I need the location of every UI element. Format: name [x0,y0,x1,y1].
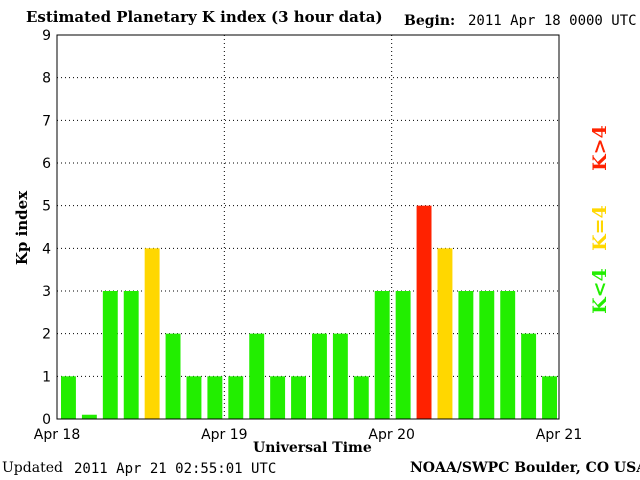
credit-line: NOAA/SWPC Boulder, CO USA [410,460,640,476]
kp-bar [353,376,369,419]
kp-bar [270,376,286,419]
kp-bar [395,291,411,419]
kp-bar [144,248,160,419]
kp-bar [61,376,76,419]
kp-bar [207,376,223,419]
grid-lines [57,35,559,419]
kp-bar [249,333,265,419]
kp-bar [458,291,474,419]
begin-value: 2011 Apr 18 0000 UTC [468,13,637,29]
y-tick-label: 2 [42,327,51,343]
kp-bar [165,333,181,419]
y-tick-label: 9 [42,28,51,44]
y-axis-label: Kp index [13,190,31,266]
y-tick-label: 4 [42,241,51,257]
x-axis-ticks: Apr 18 Apr 19 Apr 20 Apr 21 [34,427,582,443]
updated-label: Updated [2,460,63,476]
legend-k-equal-4: K=4 [589,205,611,251]
y-tick-label: 5 [42,199,51,215]
plot-frame [56,34,560,420]
kp-bar [332,333,348,419]
kp-bar [500,291,516,419]
kp-bar [312,333,327,419]
kp-bar [291,376,306,419]
y-tick-label: 6 [42,156,51,172]
kp-bars [61,205,557,419]
chart-title: Estimated Planetary K index (3 hour data… [26,8,383,26]
legend-k-above-4: K>4 [589,125,611,171]
y-axis-ticks: 0 1 2 3 4 5 6 7 8 9 [42,28,51,428]
legend-k-below-4: K<4 [589,268,611,314]
x-tick-label: Apr 21 [536,427,582,443]
y-tick-label: 8 [42,71,51,87]
kp-bar [479,291,495,419]
kp-bar [123,291,139,419]
kp-bar [186,376,202,419]
kp-bar [81,414,97,419]
kp-bar [228,376,244,419]
x-axis-label: Universal Time [253,440,372,456]
y-tick-label: 7 [42,113,51,129]
y-tick-label: 3 [42,284,51,300]
y-tick-label: 0 [42,412,51,428]
kp-bar [521,333,537,419]
begin-label: Begin: [404,13,456,29]
x-tick-label: Apr 19 [201,427,247,443]
x-tick-label: Apr 20 [368,427,414,443]
kp-bar [416,205,432,419]
updated-value: 2011 Apr 21 02:55:01 UTC [74,461,277,477]
kp-bar [437,248,453,419]
y-tick-label: 1 [42,369,51,385]
kp-bar [102,291,118,419]
kp-bar [374,291,390,419]
kp-bar [542,376,557,419]
x-tick-label: Apr 18 [34,427,80,443]
